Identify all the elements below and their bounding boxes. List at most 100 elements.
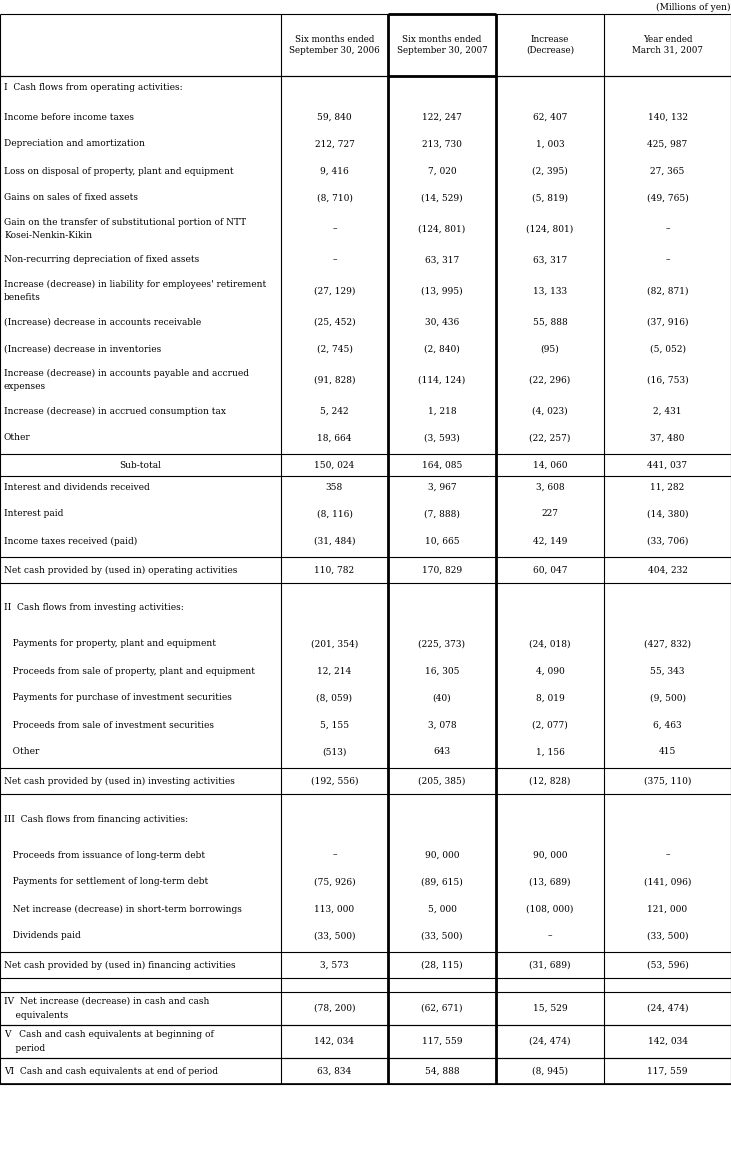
Text: 6, 463: 6, 463 bbox=[654, 720, 682, 730]
Text: (27, 129): (27, 129) bbox=[314, 287, 355, 295]
Text: (141, 096): (141, 096) bbox=[644, 878, 692, 886]
Text: 227: 227 bbox=[542, 510, 558, 518]
Text: (24, 018): (24, 018) bbox=[529, 639, 571, 649]
Text: I  Cash flows from operating activities:: I Cash flows from operating activities: bbox=[4, 82, 183, 92]
Text: (91, 828): (91, 828) bbox=[314, 376, 355, 384]
Text: (Increase) decrease in accounts receivable: (Increase) decrease in accounts receivab… bbox=[4, 317, 201, 327]
Text: (82, 871): (82, 871) bbox=[647, 287, 689, 295]
Text: (13, 689): (13, 689) bbox=[529, 878, 571, 886]
Text: (8, 059): (8, 059) bbox=[317, 693, 352, 703]
Text: 117, 559: 117, 559 bbox=[422, 1038, 462, 1046]
Text: Gains on sales of fixed assets: Gains on sales of fixed assets bbox=[4, 194, 138, 202]
Text: Increase
(Decrease): Increase (Decrease) bbox=[526, 35, 574, 55]
Text: 55, 343: 55, 343 bbox=[651, 666, 685, 676]
Text: V   Cash and cash equivalents at beginning of: V Cash and cash equivalents at beginning… bbox=[4, 1029, 213, 1039]
Text: (2, 395): (2, 395) bbox=[532, 167, 568, 175]
Text: (Increase) decrease in inventories: (Increase) decrease in inventories bbox=[4, 344, 162, 354]
Text: Interest and dividends received: Interest and dividends received bbox=[4, 483, 150, 491]
Text: Non-recurring depreciation of fixed assets: Non-recurring depreciation of fixed asse… bbox=[4, 255, 200, 264]
Text: Net cash provided by (used in) investing activities: Net cash provided by (used in) investing… bbox=[4, 777, 235, 786]
Text: equivalents: equivalents bbox=[4, 1012, 68, 1020]
Text: 212, 727: 212, 727 bbox=[314, 140, 355, 148]
Text: 12, 214: 12, 214 bbox=[317, 666, 352, 676]
Text: 63, 317: 63, 317 bbox=[425, 255, 459, 264]
Text: (25, 452): (25, 452) bbox=[314, 317, 355, 327]
Text: (2, 840): (2, 840) bbox=[424, 344, 460, 354]
Text: Proceeds from sale of property, plant and equipment: Proceeds from sale of property, plant an… bbox=[4, 666, 255, 676]
Text: (24, 474): (24, 474) bbox=[529, 1038, 571, 1046]
Text: 3, 967: 3, 967 bbox=[428, 483, 456, 491]
Text: (Millions of yen): (Millions of yen) bbox=[656, 2, 731, 12]
Text: (16, 753): (16, 753) bbox=[647, 376, 689, 384]
Text: (12, 828): (12, 828) bbox=[529, 777, 571, 786]
Text: (22, 257): (22, 257) bbox=[529, 434, 571, 443]
Text: 14, 060: 14, 060 bbox=[533, 461, 567, 470]
Text: Depreciation and amortization: Depreciation and amortization bbox=[4, 140, 145, 148]
Text: 60, 047: 60, 047 bbox=[533, 565, 567, 575]
Text: 404, 232: 404, 232 bbox=[648, 565, 687, 575]
Text: Six months ended
September 30, 2007: Six months ended September 30, 2007 bbox=[397, 35, 488, 55]
Text: Interest paid: Interest paid bbox=[4, 510, 64, 518]
Text: Payments for purchase of investment securities: Payments for purchase of investment secu… bbox=[4, 693, 232, 703]
Text: –: – bbox=[333, 851, 337, 859]
Text: 358: 358 bbox=[326, 483, 343, 491]
Text: (89, 615): (89, 615) bbox=[421, 878, 463, 886]
Text: 4, 090: 4, 090 bbox=[536, 666, 564, 676]
Text: period: period bbox=[4, 1045, 45, 1053]
Text: Income before income taxes: Income before income taxes bbox=[4, 113, 134, 121]
Text: 164, 085: 164, 085 bbox=[422, 461, 462, 470]
Text: (9, 500): (9, 500) bbox=[650, 693, 686, 703]
Text: (2, 745): (2, 745) bbox=[317, 344, 352, 354]
Text: (7, 888): (7, 888) bbox=[424, 510, 460, 518]
Text: 27, 365: 27, 365 bbox=[651, 167, 685, 175]
Text: (5, 819): (5, 819) bbox=[532, 194, 568, 202]
Text: 16, 305: 16, 305 bbox=[425, 666, 459, 676]
Text: 415: 415 bbox=[659, 747, 676, 757]
Text: (8, 710): (8, 710) bbox=[317, 194, 352, 202]
Text: 59, 840: 59, 840 bbox=[317, 113, 352, 121]
Text: 42, 149: 42, 149 bbox=[533, 537, 567, 545]
Text: Income taxes received (paid): Income taxes received (paid) bbox=[4, 537, 137, 545]
Text: 90, 000: 90, 000 bbox=[533, 851, 567, 859]
Text: Kosei-Nenkin-Kikin: Kosei-Nenkin-Kikin bbox=[4, 231, 92, 240]
Text: (375, 110): (375, 110) bbox=[644, 777, 692, 786]
Text: 37, 480: 37, 480 bbox=[651, 434, 685, 443]
Text: 62, 407: 62, 407 bbox=[533, 113, 567, 121]
Text: Loss on disposal of property, plant and equipment: Loss on disposal of property, plant and … bbox=[4, 167, 234, 175]
Text: (8, 945): (8, 945) bbox=[532, 1067, 568, 1075]
Text: 5, 242: 5, 242 bbox=[320, 407, 349, 416]
Text: (201, 354): (201, 354) bbox=[311, 639, 358, 649]
Text: (33, 500): (33, 500) bbox=[647, 932, 689, 940]
Text: (14, 529): (14, 529) bbox=[421, 194, 463, 202]
Text: 110, 782: 110, 782 bbox=[314, 565, 355, 575]
Text: Payments for property, plant and equipment: Payments for property, plant and equipme… bbox=[4, 639, 216, 649]
Text: Net cash provided by (used in) operating activities: Net cash provided by (used in) operating… bbox=[4, 565, 238, 575]
Text: (14, 380): (14, 380) bbox=[647, 510, 689, 518]
Text: 13, 133: 13, 133 bbox=[533, 287, 567, 295]
Text: (5, 052): (5, 052) bbox=[650, 344, 686, 354]
Text: –: – bbox=[333, 255, 337, 264]
Text: 1, 218: 1, 218 bbox=[428, 407, 456, 416]
Text: 5, 000: 5, 000 bbox=[428, 905, 456, 913]
Text: 5, 155: 5, 155 bbox=[320, 720, 349, 730]
Text: 170, 829: 170, 829 bbox=[422, 565, 462, 575]
Text: (75, 926): (75, 926) bbox=[314, 878, 355, 886]
Text: 30, 436: 30, 436 bbox=[425, 317, 459, 327]
Text: 2, 431: 2, 431 bbox=[654, 407, 682, 416]
Text: Proceeds from sale of investment securities: Proceeds from sale of investment securit… bbox=[4, 720, 214, 730]
Text: 7, 020: 7, 020 bbox=[428, 167, 456, 175]
Text: Increase (decrease) in accounts payable and accrued: Increase (decrease) in accounts payable … bbox=[4, 369, 249, 378]
Text: 150, 024: 150, 024 bbox=[314, 461, 355, 470]
Text: (4, 023): (4, 023) bbox=[532, 407, 568, 416]
Text: (33, 500): (33, 500) bbox=[421, 932, 463, 940]
Text: 90, 000: 90, 000 bbox=[425, 851, 459, 859]
Text: –: – bbox=[665, 255, 670, 264]
Text: Other: Other bbox=[4, 747, 39, 757]
Text: Increase (decrease) in accrued consumption tax: Increase (decrease) in accrued consumpti… bbox=[4, 407, 226, 416]
Text: (2, 077): (2, 077) bbox=[532, 720, 568, 730]
Text: 121, 000: 121, 000 bbox=[648, 905, 688, 913]
Text: 63, 317: 63, 317 bbox=[533, 255, 567, 264]
Text: 1, 003: 1, 003 bbox=[536, 140, 564, 148]
Text: 425, 987: 425, 987 bbox=[648, 140, 688, 148]
Text: Dividends paid: Dividends paid bbox=[4, 932, 80, 940]
